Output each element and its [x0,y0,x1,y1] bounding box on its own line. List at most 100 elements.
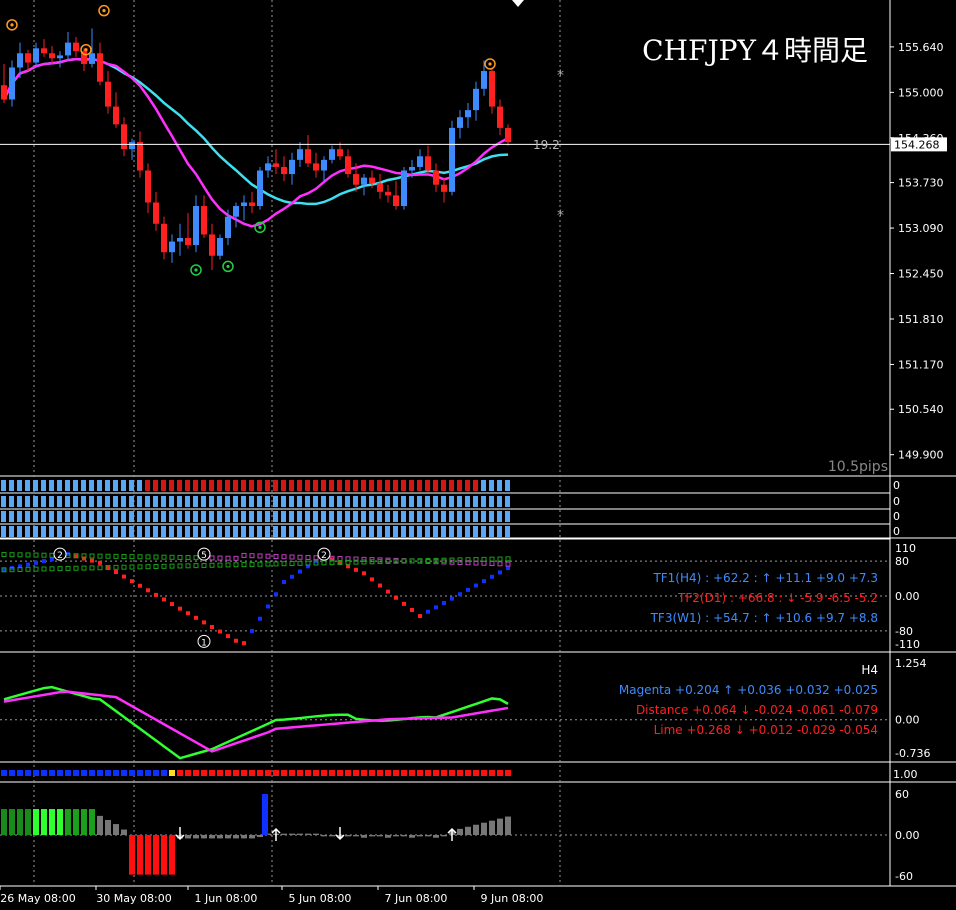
current-price-label: 154.268 [894,138,940,151]
signal-dot [481,560,487,566]
chart-title: CHFJPY４時間足 [642,34,868,67]
osc-dot [178,606,182,611]
histogram-bar [433,835,439,838]
signal-dot [113,553,119,559]
strip-bar [257,511,262,522]
candle-body [105,81,111,107]
strip-bar [57,526,62,537]
state-dot [73,770,79,776]
swing-high-marker [98,4,110,17]
signal-dot [377,559,383,565]
strip-bar [225,496,230,507]
strip-bar [265,526,270,537]
strip-bar [121,526,126,537]
strip-bar [177,480,182,491]
strip-bar [65,480,70,491]
strip-bar [329,511,334,522]
candle-body [409,166,415,171]
state-dot [361,770,367,776]
candle-body [225,216,231,238]
osc-dot [274,592,278,597]
strip-bar [41,480,46,491]
shift-marker-icon [512,0,524,7]
candle-body [65,42,71,56]
state-dot [281,770,287,776]
candle-body [369,177,375,184]
state-dot [105,770,111,776]
strip-bar [449,496,454,507]
signal-dot [465,557,471,563]
signal-dot [265,561,271,567]
ma-mid-line [2,57,509,228]
signal-dot [305,555,311,561]
strip-bar [193,511,198,522]
strip-bar [505,496,510,507]
osc-dot [218,629,222,634]
tf-row-label: TF2(D1) : +66.8 : ↓ -5.9 -6.5 -5.2 [677,591,878,605]
strip-bar [337,526,342,537]
signal-dot [105,565,111,571]
histogram-bar [249,835,255,839]
strip-bar [313,526,318,537]
state-dot [81,770,87,776]
histogram-bar [9,809,15,835]
sub2-tick-label: -0.736 [895,747,930,760]
histogram-bar [209,835,215,839]
tf-row-label: TF1(H4) : +62.2 : ↑ +11.1 +9.0 +7.3 [652,571,878,585]
strip-bar [129,526,134,537]
signal-dot [337,556,343,562]
histogram-bar [393,835,399,837]
strip-bar [137,496,142,507]
strip-bar [497,511,502,522]
state-dot [1,770,7,776]
strip-bar [25,526,30,537]
histogram-bar [185,835,191,839]
strip-bar [137,511,142,522]
osc-dot [210,624,214,629]
x-tick-label: 30 May 08:00 [96,892,171,905]
strip-bar [393,511,398,522]
strip-bar [337,496,342,507]
osc-dot [154,592,158,597]
strip-bar [41,526,46,537]
strip-bar [385,511,390,522]
strip-bar [273,496,278,507]
signal-dot [361,556,367,562]
strip-bar [289,511,294,522]
osc-dot [394,595,398,600]
osc-dot [250,628,254,633]
signal-dot [97,565,103,571]
strip-bar [65,496,70,507]
strip-bar [177,526,182,537]
state-dot [217,770,223,776]
strip-bar [185,526,190,537]
strip-bar [481,511,486,522]
strip-bar [65,526,70,537]
histogram-bar [313,833,319,835]
histogram-bar [497,818,503,835]
candle-body [489,71,495,107]
strip-bar [137,480,142,491]
signal-dot [273,553,279,559]
strip-bar [457,496,462,507]
swing-high-dot [488,62,492,66]
strip-bar [25,511,30,522]
signal-dot [465,560,471,566]
arrow-up-icon [271,827,281,841]
candle-body [393,195,399,207]
strip-bar [89,480,94,491]
strip-bar [257,480,262,491]
strip-bar [417,496,422,507]
signal-dot [257,561,263,567]
sub2-row-label: Magenta +0.204 ↑ +0.036 +0.032 +0.025 [619,683,878,697]
state-dot [449,770,455,776]
sub4-tick-label: 60 [895,788,909,801]
strip-bar [457,480,462,491]
osc-dot [370,577,374,582]
signal-dot [297,560,303,566]
state-dot [97,770,103,776]
histogram-bar [73,809,79,835]
asterisk-marker: * [557,208,564,224]
osc-dot [290,574,294,579]
